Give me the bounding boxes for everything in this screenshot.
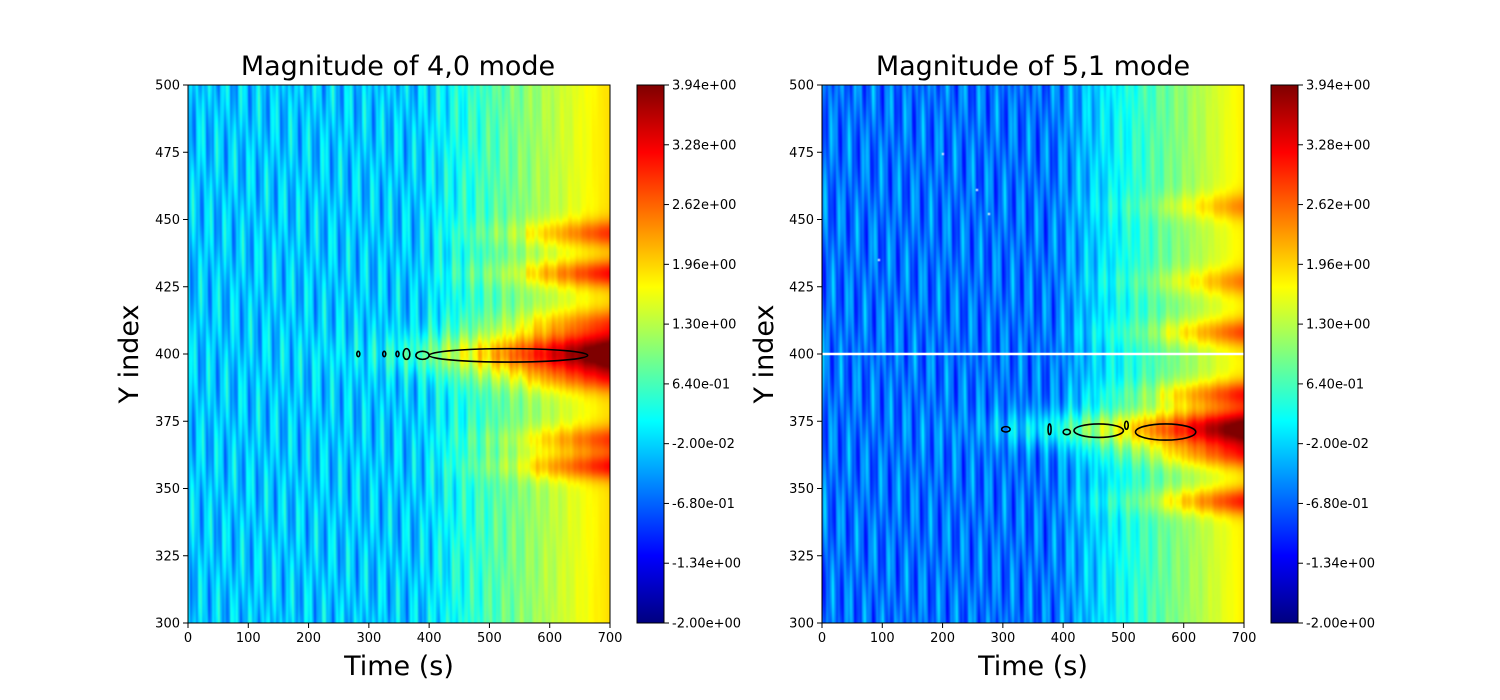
colorbar-tick-label: 1.96e+00	[672, 258, 736, 273]
colorbar-gradient-1	[636, 84, 665, 624]
contour-lines-2	[822, 353, 1244, 441]
x-tick-label: 200	[296, 631, 321, 646]
contour-line	[402, 347, 411, 361]
colorbar-tick-label: 2.62e+00	[672, 198, 736, 213]
y-tick-label: 400	[155, 348, 180, 363]
x-tick-label: 700	[1232, 631, 1257, 646]
y-tick-label: 300	[789, 617, 814, 632]
contour-line	[1047, 423, 1052, 436]
colorbar-tick-label: 3.94e+00	[1306, 79, 1370, 94]
panel-mode-4-0: Magnitude of 4,0 mode 0 100 200 300 400 500 60…	[114, 51, 741, 682]
colorbar-tick-label: 3.28e+00	[672, 138, 736, 153]
y-axis-ticks-1: 300 325 350 375 400 425 450 475 500	[155, 79, 188, 632]
colorbar-tick-label: 1.96e+00	[1306, 258, 1370, 273]
contour-line	[1134, 423, 1197, 441]
y-axis-label-1: Y index	[114, 305, 145, 405]
colorbar-ticks-1: -2.00e+00 -1.34e+00 -6.80e-01 -2.00e-02 6.40…	[664, 79, 741, 632]
panel-mode-5-1: Magnitude of 5,1 mode 0 100 200 300 400 500 60…	[749, 51, 1375, 682]
colorbar-gradient-2	[1270, 84, 1299, 624]
colorbar-tick-label: -1.34e+00	[1306, 557, 1375, 572]
y-tick-label: 450	[789, 213, 814, 228]
colorbar-tick-label: 6.40e-01	[1306, 377, 1364, 392]
x-tick-label: 200	[930, 631, 955, 646]
x-tick-label: 500	[477, 631, 502, 646]
colorbar-tick-label: 1.30e+00	[672, 318, 736, 333]
heatmap-1	[188, 85, 610, 623]
panel-1-title: Magnitude of 4,0 mode	[241, 51, 555, 82]
y-tick-label: 375	[789, 415, 814, 430]
x-axis-ticks-2: 0 100 200 300 400 500 600 700	[818, 623, 1257, 646]
x-axis-ticks-1: 0 100 200 300 400 500 600 700	[184, 623, 623, 646]
x-tick-label: 700	[598, 631, 623, 646]
colorbar-tick-label: -2.00e-02	[1306, 437, 1369, 452]
panel-2-title: Magnitude of 5,1 mode	[876, 51, 1190, 82]
colorbar-tick-label: -1.34e+00	[672, 557, 741, 572]
y-tick-label: 475	[155, 146, 180, 161]
contour-line	[1000, 425, 1011, 433]
y-tick-label: 350	[155, 482, 180, 497]
colorbar-tick-label: 3.28e+00	[1306, 138, 1370, 153]
colorbar-tick-label: 1.30e+00	[1306, 318, 1370, 333]
y-tick-label: 350	[789, 482, 814, 497]
colorbar-1: -2.00e+00 -1.34e+00 -6.80e-01 -2.00e-02 6.40…	[636, 79, 741, 632]
colorbar-tick-label: -2.00e-02	[672, 437, 735, 452]
y-tick-label: 325	[155, 549, 180, 564]
x-tick-label: 0	[818, 631, 826, 646]
contour-lines-1	[355, 347, 589, 363]
contour-line	[395, 350, 400, 358]
y-tick-label: 450	[155, 213, 180, 228]
x-tick-label: 400	[417, 631, 442, 646]
y-tick-label: 425	[155, 280, 180, 295]
x-axis-label-1: Time (s)	[343, 651, 454, 682]
contour-line	[428, 347, 589, 363]
y-axis-ticks-2: 300 325 350 375 400 425 450 475 500	[789, 79, 822, 632]
x-tick-label: 300	[990, 631, 1015, 646]
x-tick-label: 600	[1171, 631, 1196, 646]
y-tick-label: 500	[155, 79, 180, 94]
y-tick-label: 500	[789, 79, 814, 94]
x-tick-label: 600	[537, 631, 562, 646]
y-tick-label: 325	[789, 549, 814, 564]
colorbar-ticks-2: -2.00e+00 -1.34e+00 -6.80e-01 -2.00e-02 6.40…	[1298, 79, 1375, 632]
y-tick-label: 375	[155, 415, 180, 430]
colorbar-tick-label: -6.80e-01	[1306, 497, 1369, 512]
y-tick-label: 300	[155, 617, 180, 632]
colorbar-tick-label: 3.94e+00	[672, 79, 736, 94]
heatmap-2	[822, 85, 1244, 623]
x-axis-label-2: Time (s)	[977, 651, 1088, 682]
colorbar-2: -2.00e+00 -1.34e+00 -6.80e-01 -2.00e-02 6.40…	[1270, 79, 1375, 632]
contour-line	[1073, 423, 1125, 439]
y-axis-label-2: Y index	[749, 305, 780, 405]
colorbar-tick-label: 6.40e-01	[672, 377, 730, 392]
y-tick-label: 425	[789, 280, 814, 295]
y-tick-label: 400	[789, 348, 814, 363]
x-tick-label: 100	[870, 631, 895, 646]
x-tick-label: 500	[1111, 631, 1136, 646]
colorbar-tick-label: -2.00e+00	[672, 617, 741, 632]
x-tick-label: 300	[356, 631, 381, 646]
colorbar-tick-label: -6.80e-01	[672, 497, 735, 512]
x-tick-label: 100	[236, 631, 261, 646]
contour-line	[381, 350, 387, 358]
y-tick-label: 475	[789, 146, 814, 161]
x-tick-label: 0	[184, 631, 192, 646]
contour-line	[355, 350, 361, 358]
colorbar-tick-label: 2.62e+00	[1306, 198, 1370, 213]
contour-line	[1062, 428, 1072, 436]
contour-line	[1123, 420, 1130, 431]
x-tick-label: 400	[1051, 631, 1076, 646]
colorbar-tick-label: -2.00e+00	[1306, 617, 1375, 632]
